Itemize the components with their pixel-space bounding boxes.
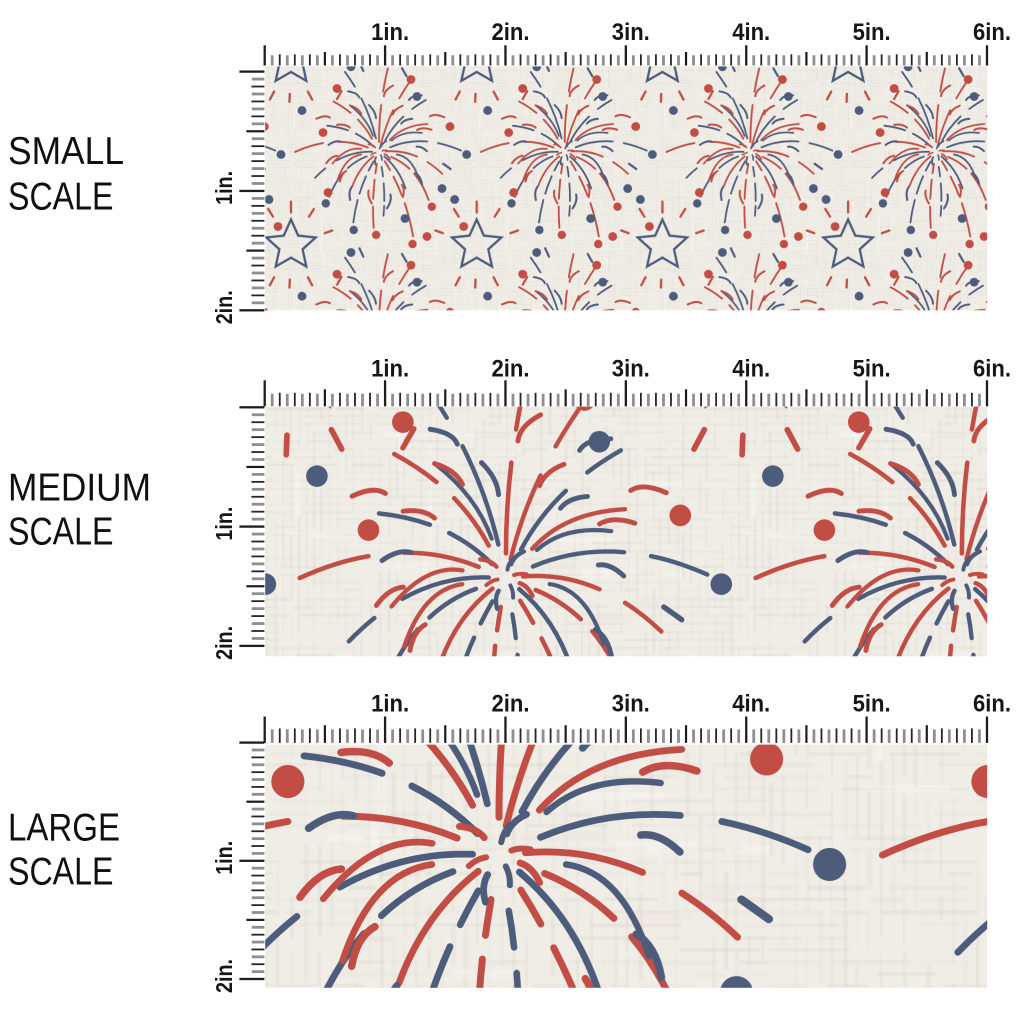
svg-text:1in.: 1in. — [371, 690, 409, 717]
svg-text:3in.: 3in. — [612, 690, 650, 717]
svg-text:LARGE: LARGE — [8, 807, 120, 850]
svg-text:2in.: 2in. — [211, 626, 237, 660]
svg-text:4in.: 4in. — [732, 19, 770, 46]
svg-text:1in.: 1in. — [211, 171, 237, 205]
svg-text:1in.: 1in. — [211, 507, 237, 541]
svg-text:SMALL: SMALL — [8, 130, 124, 173]
svg-text:2in.: 2in. — [492, 690, 530, 717]
svg-text:2in.: 2in. — [211, 290, 237, 324]
svg-text:3in.: 3in. — [612, 19, 650, 46]
svg-text:2in.: 2in. — [211, 959, 237, 993]
svg-text:3in.: 3in. — [612, 355, 650, 382]
svg-text:2in.: 2in. — [492, 355, 530, 382]
svg-text:1in.: 1in. — [211, 841, 237, 875]
svg-text:1in.: 1in. — [371, 355, 409, 382]
svg-text:6in.: 6in. — [973, 355, 1011, 382]
svg-text:5in.: 5in. — [853, 690, 891, 717]
svg-text:SCALE: SCALE — [8, 176, 114, 219]
svg-text:SCALE: SCALE — [8, 851, 114, 894]
svg-text:5in.: 5in. — [853, 19, 891, 46]
svg-text:6in.: 6in. — [973, 19, 1011, 46]
svg-text:6in.: 6in. — [973, 690, 1011, 717]
svg-text:5in.: 5in. — [853, 355, 891, 382]
svg-text:4in.: 4in. — [732, 690, 770, 717]
svg-text:1in.: 1in. — [371, 19, 409, 46]
svg-text:2in.: 2in. — [492, 19, 530, 46]
svg-text:4in.: 4in. — [732, 355, 770, 382]
svg-text:MEDIUM: MEDIUM — [8, 467, 151, 510]
svg-text:SCALE: SCALE — [8, 511, 114, 554]
